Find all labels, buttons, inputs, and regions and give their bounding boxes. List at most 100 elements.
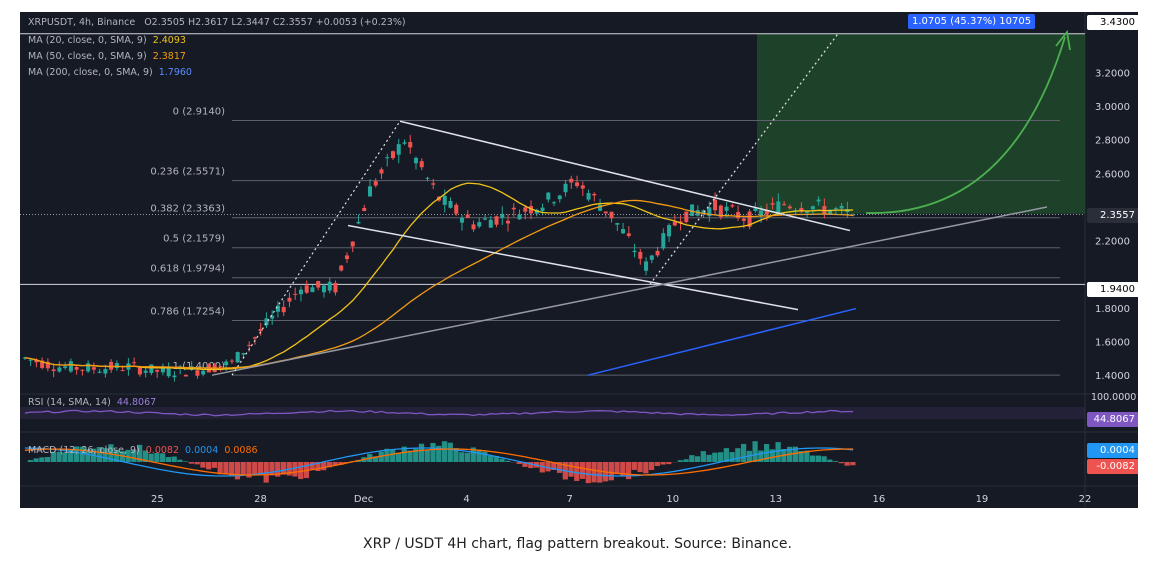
macd-signal-line (24, 448, 854, 476)
chart-panel[interactable]: 0 (2.9140) 0.236 (2.5571) 0.382 (2.3363) 0.… (20, 12, 1138, 508)
candle-body-115 (684, 211, 689, 223)
macd-bar-114 (677, 460, 683, 462)
fib-label-4: 0.618 (1.9794) (150, 264, 225, 275)
ma50-legend[interactable]: MA (50, close, 0, SMA, 9) 2.3817 (28, 51, 186, 62)
measure-pill: 1.0705 (45.37%) 10705 (908, 14, 1036, 29)
macd-bar-7 (62, 452, 68, 462)
time-tick-9: 22 (1079, 494, 1092, 505)
macd-bar-88 (528, 462, 534, 469)
price-tick-2: 2.8000 (1095, 136, 1130, 147)
macd-bar-71 (430, 442, 436, 462)
candle-body-23 (155, 369, 160, 372)
candle-body-137 (810, 206, 815, 210)
candle-body-77 (465, 214, 470, 218)
candle-body-58 (356, 221, 361, 224)
macd-bar-72 (436, 445, 442, 462)
candle-body-45 (281, 307, 286, 313)
price-label-support-text: 1.9400 (1100, 284, 1135, 295)
price-label-current: 2.3557 (1087, 208, 1138, 223)
candle-body-75 (454, 204, 459, 214)
candle-body-141 (833, 208, 838, 210)
macd-bar-51 (315, 462, 321, 472)
ma50-value: 2.3817 (152, 51, 186, 62)
candle-body-54 (333, 282, 338, 293)
candle-body-43 (270, 315, 275, 319)
price-label-support: 1.9400 (1087, 282, 1138, 297)
candle-body-69 (419, 161, 424, 168)
candle-body-53 (327, 281, 332, 291)
macd-bar-20 (137, 444, 143, 462)
candle-body-102 (609, 211, 614, 219)
macd-bar-23 (154, 453, 160, 462)
breakout-arrowhead (1055, 29, 1071, 51)
price-label-top-text: 3.4300 (1100, 17, 1135, 28)
macd-bar-87 (522, 462, 528, 467)
candle-body-93 (557, 195, 562, 200)
macd-bar-110 (654, 462, 660, 466)
candle-body-92 (552, 202, 557, 204)
time-tick-8: 19 (976, 494, 989, 505)
macd-bar-31 (200, 462, 206, 468)
macd-bar-43 (269, 462, 275, 476)
candle-body-25 (166, 367, 171, 377)
symbol-line: XRPUSDT, 4h, Binance (28, 17, 136, 28)
rsi-axis-top: 100.0000 (1087, 390, 1138, 405)
time-tick-3: 4 (463, 494, 469, 505)
candle-body-66 (402, 142, 407, 144)
candle-body-80 (483, 218, 488, 220)
macd-bar-19 (131, 450, 137, 462)
ma200-legend[interactable]: MA (200, close, 0, SMA, 9) 1.7960 (28, 67, 192, 78)
candle-body-79 (477, 222, 482, 227)
macd-bar-26 (171, 456, 177, 462)
chart-canvas[interactable]: 0 (2.9140) 0.236 (2.5571) 0.382 (2.3363) 0.… (20, 12, 1138, 508)
macd-bar-21 (142, 450, 149, 462)
candle-body-17 (120, 370, 125, 372)
macd-bar-33 (211, 462, 218, 468)
macd-bar-127 (752, 441, 758, 462)
candle-body-108 (644, 261, 649, 271)
macd-bar-24 (160, 453, 166, 462)
candle-body-63 (385, 157, 390, 159)
macd-bar-79 (476, 449, 482, 462)
price-tick-4: 2.2000 (1095, 237, 1130, 248)
breakout-arrow (865, 36, 1066, 214)
macd-bar-80 (482, 451, 488, 462)
candle-body-110 (655, 250, 660, 256)
macd-bar-138 (815, 455, 821, 462)
macd-legend[interactable]: MACD (12, 26, close, 9) 0.0082 0.0004 0.… (28, 445, 258, 456)
macd-bar-131 (775, 442, 781, 462)
candle-body-12 (91, 367, 96, 370)
candle-body-90 (540, 207, 545, 211)
figure-caption: XRP / USDT 4H chart, flag pattern breako… (363, 536, 792, 552)
candle-body-87 (523, 207, 528, 212)
candle-body-83 (500, 214, 505, 218)
macd-bar-27 (177, 459, 183, 462)
ma20-legend[interactable]: MA (20, close, 0, SMA, 9) 2.4093 (28, 35, 186, 46)
candle-body-44 (275, 305, 280, 312)
macd-axis-line: 0.0004 (1087, 443, 1138, 458)
time-tick-0: 25 (151, 494, 164, 505)
macd-bar-64 (390, 449, 396, 462)
macd-bar-37 (234, 462, 241, 480)
macd-bar-29 (188, 462, 195, 464)
macd-bar-68 (413, 448, 419, 462)
rsi-axis-current: 44.8067 (1087, 412, 1138, 427)
candle-body-60 (367, 186, 372, 197)
candle-body-111 (661, 233, 666, 249)
macd-bar-55 (338, 462, 344, 465)
candle-body-55 (339, 265, 344, 271)
candle-body-85 (511, 207, 516, 210)
candle-body-9 (74, 367, 79, 370)
target-zone (757, 33, 1085, 214)
macd-bar-39 (246, 462, 252, 478)
macd-bar-144 (850, 462, 856, 466)
candle-body-8 (68, 361, 73, 372)
price-tick-0: 3.2000 (1095, 68, 1130, 79)
candle-body-46 (287, 297, 292, 302)
rsi-legend[interactable]: RSI (14, SMA, 14) 44.8067 (28, 397, 156, 408)
candle-body-104 (621, 229, 626, 234)
macd-label: MACD (12, 26, close, 9) (28, 445, 140, 456)
time-tick-6: 13 (769, 494, 782, 505)
time-tick-2: Dec (354, 494, 373, 505)
macd-bar-104 (620, 462, 626, 477)
